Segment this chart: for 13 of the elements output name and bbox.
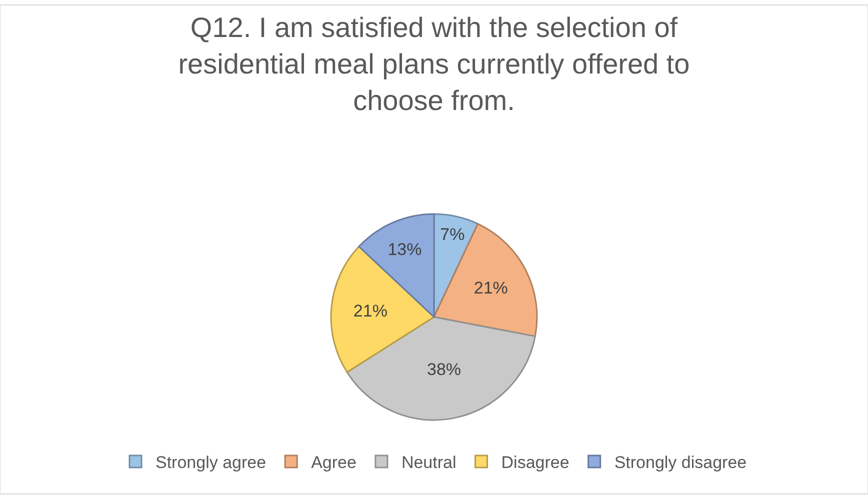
data-label: 7% bbox=[440, 224, 465, 244]
legend-label: Agree bbox=[311, 453, 356, 472]
data-label: 13% bbox=[388, 240, 422, 259]
legend-label: Disagree bbox=[501, 453, 570, 472]
legend-label: Strongly disagree bbox=[614, 453, 747, 472]
legend-label: Neutral bbox=[401, 453, 456, 472]
pie-slice bbox=[346, 316, 536, 421]
data-label: 21% bbox=[474, 278, 508, 298]
data-label: 21% bbox=[353, 301, 388, 320]
legend-label: Strongly agree bbox=[156, 453, 266, 472]
pie-slice bbox=[433, 223, 538, 338]
chart-title: Q12. I am satisfied with the selection of residential meal plans currently offered to choose from. bbox=[178, 12, 690, 116]
data-label: 38% bbox=[426, 360, 462, 379]
